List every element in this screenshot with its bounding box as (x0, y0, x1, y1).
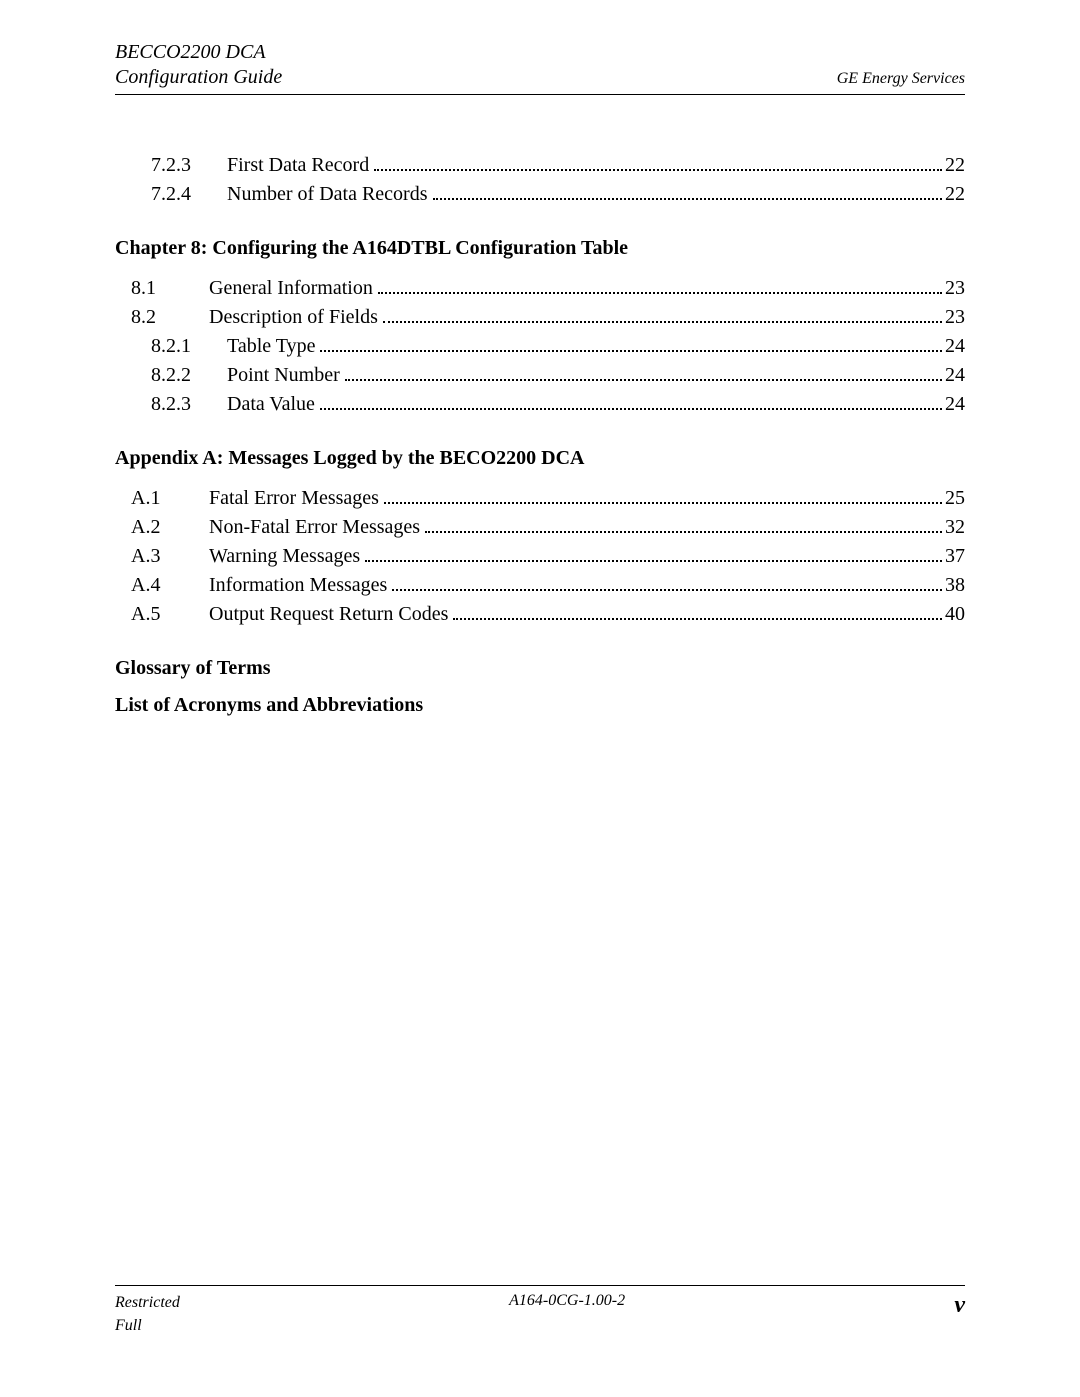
toc-number: A.1 (115, 484, 209, 513)
toc-title: Output Request Return Codes (209, 600, 450, 629)
toc-leader-dots (320, 408, 942, 410)
toc-row: A.3Warning Messages 37 (115, 542, 965, 571)
toc-leader-dots (365, 560, 942, 562)
toc-page: 40 (945, 600, 965, 629)
toc-title: First Data Record (227, 151, 371, 180)
toc-leader-dots (425, 531, 942, 533)
toc-number: A.5 (115, 600, 209, 629)
header-right: GE Energy Services (837, 70, 965, 90)
toc-title: Number of Data Records (227, 180, 430, 209)
toc-number: 8.2.1 (115, 332, 227, 361)
toc-row: 8.2.2Point Number 24 (115, 361, 965, 390)
toc-number: A.3 (115, 542, 209, 571)
toc-number: 8.2.3 (115, 390, 227, 419)
toc-leader-dots (320, 350, 942, 352)
toc-appendixA-block: A.1Fatal Error Messages25A.2Non-Fatal Er… (115, 484, 965, 629)
toc-row: 8.1General Information 23 (115, 274, 965, 303)
toc-chapter8-block: 8.1General Information238.2Description o… (115, 274, 965, 419)
toc-row: A.4Information Messages 38 (115, 571, 965, 600)
footer-rule (115, 1285, 965, 1286)
toc-title: Table Type (227, 332, 317, 361)
toc-page: 32 (945, 513, 965, 542)
toc-leader-dots (384, 502, 942, 504)
toc-leader-dots (374, 169, 942, 171)
toc-title: Warning Messages (209, 542, 362, 571)
toc-page: 22 (945, 151, 965, 180)
acronyms-heading: List of Acronyms and Abbreviations (115, 694, 965, 717)
toc-number: A.2 (115, 513, 209, 542)
footer-pagenum: v (954, 1292, 965, 1319)
page-container: BECCO2200 DCA Configuration Guide GE Ene… (0, 0, 1080, 717)
footer-docnum: A164-0CG-1.00-2 (509, 1292, 625, 1310)
toc-number: 8.2 (115, 303, 209, 332)
toc-leader-dots (453, 618, 942, 620)
toc-row: A.5Output Request Return Codes 40 (115, 600, 965, 629)
toc-page: 38 (945, 571, 965, 600)
toc-number: 7.2.3 (115, 151, 227, 180)
chapter8-heading: Chapter 8: Configuring the A164DTBL Conf… (115, 237, 965, 260)
header-doc-title: BECCO2200 DCA (115, 40, 282, 65)
toc-page: 23 (945, 303, 965, 332)
toc-page: 25 (945, 484, 965, 513)
toc-page: 22 (945, 180, 965, 209)
toc-title: Description of Fields (209, 303, 380, 332)
header-left: BECCO2200 DCA Configuration Guide (115, 40, 282, 90)
footer-distribution: Full (115, 1315, 180, 1337)
toc-row: 8.2Description of Fields 23 (115, 303, 965, 332)
toc-pre-block: 7.2.3First Data Record227.2.4Number of D… (115, 151, 965, 209)
toc-title: Data Value (227, 390, 317, 419)
footer-row: Restricted Full A164-0CG-1.00-2 v (115, 1292, 965, 1337)
toc-leader-dots (383, 321, 942, 323)
toc-page: 24 (945, 332, 965, 361)
toc-page: 37 (945, 542, 965, 571)
appendixA-heading: Appendix A: Messages Logged by the BECO2… (115, 447, 965, 470)
toc-title: Information Messages (209, 571, 389, 600)
toc-row: 8.2.1Table Type 24 (115, 332, 965, 361)
toc-title: Point Number (227, 361, 342, 390)
toc-leader-dots (392, 589, 942, 591)
toc-title: Fatal Error Messages (209, 484, 381, 513)
toc-row: 7.2.4Number of Data Records 22 (115, 180, 965, 209)
page-header: BECCO2200 DCA Configuration Guide GE Ene… (115, 40, 965, 95)
toc-row: A.1Fatal Error Messages 25 (115, 484, 965, 513)
toc-row: A.2Non-Fatal Error Messages 32 (115, 513, 965, 542)
toc-number: 8.2.2 (115, 361, 227, 390)
toc-number: A.4 (115, 571, 209, 600)
toc-row: 8.2.3Data Value 24 (115, 390, 965, 419)
toc-leader-dots (378, 292, 942, 294)
toc-number: 7.2.4 (115, 180, 227, 209)
toc-page: 23 (945, 274, 965, 303)
glossary-heading: Glossary of Terms (115, 657, 965, 680)
toc-page: 24 (945, 390, 965, 419)
page-footer: Restricted Full A164-0CG-1.00-2 v (115, 1285, 965, 1337)
toc-number: 8.1 (115, 274, 209, 303)
toc-title: General Information (209, 274, 375, 303)
toc-page: 24 (945, 361, 965, 390)
toc-row: 7.2.3First Data Record 22 (115, 151, 965, 180)
footer-left: Restricted Full (115, 1292, 180, 1337)
toc-leader-dots (345, 379, 942, 381)
toc-title: Non-Fatal Error Messages (209, 513, 422, 542)
toc-leader-dots (433, 198, 943, 200)
header-doc-subtitle: Configuration Guide (115, 65, 282, 90)
footer-classification: Restricted (115, 1292, 180, 1314)
